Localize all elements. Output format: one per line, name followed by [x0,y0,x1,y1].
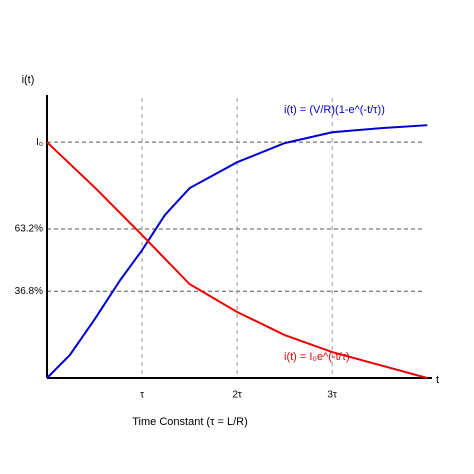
series-label: i(t) = (V/R)(1-e^(-t/τ)) [284,104,385,116]
series-line [46,124,428,379]
y-axis-label: i(t) [22,74,35,86]
x-axis-label: Time Constant (τ = L/R) [132,416,248,428]
series-line [46,141,428,379]
series-label: i(t) = I₀e^(-t/τ) [284,351,350,363]
x-axis-symbol: t [436,374,439,386]
x-tick-label: τ [140,390,144,401]
y-tick-label: 63.2% [15,224,43,235]
x-tick-label: 2τ [232,390,242,401]
x-tick-label: 3τ [327,390,337,401]
y-tick-label: I₀ [36,137,43,148]
y-tick-label: 36.8% [15,286,43,297]
